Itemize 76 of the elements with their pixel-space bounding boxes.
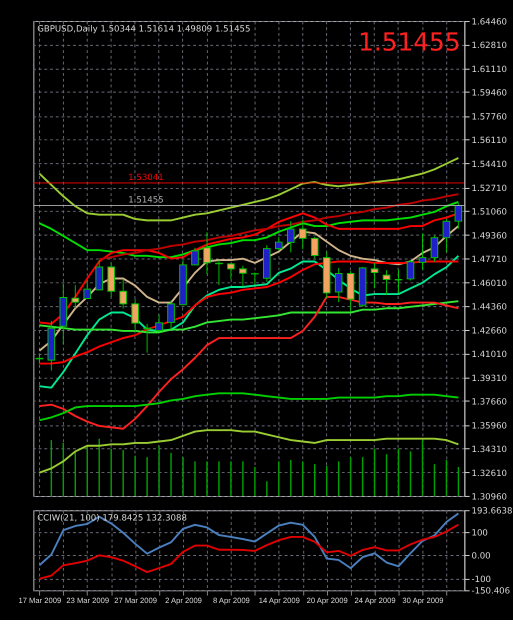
candlestick [430,235,438,262]
candlestick [418,233,426,270]
line-series [38,254,460,389]
x-tick-label: 30 Apr 2009 [402,596,444,606]
line-series [38,300,460,334]
y-tick-label: 193.6638 [472,506,512,517]
y-tick-label: 1.61110 [472,64,508,75]
y-tick-label: 1.56110 [472,136,508,146]
x-tick-label: 2 Apr 2009 [165,596,202,606]
y-tick-label: 1.52710 [472,184,508,194]
y-tick-label: 1.35960 [472,421,508,432]
y-tick-label: 1.30960 [472,492,508,502]
y-tick-label: 1.37660 [472,397,508,408]
annotation: 1.51455 [358,28,461,57]
candlestick [382,270,390,296]
x-tick-label: 14 Apr 2009 [258,596,300,606]
candlestick [131,298,139,332]
candlestick [155,314,163,333]
y-tick-label: 100 [472,528,488,538]
candlestick [274,236,283,252]
x-tick-label: 17 Mar 2009 [18,596,62,606]
candlestick [286,220,295,253]
candlestick [394,269,402,294]
candlestick [298,219,307,250]
y-tick-label: 1.44360 [472,302,508,312]
candlestick [239,265,247,288]
y-tick-label: 1.47710 [472,254,508,265]
chart-title: GBPUSD,Daily 1.50344 1.51614 1.49809 1.51455 [37,24,250,35]
y-tick-label: 1.39310 [472,374,508,384]
candlestick [167,300,175,330]
y-tick-label: -100 [472,574,491,585]
line-series [98,193,460,260]
candlestick [454,202,462,230]
x-tick-label: 24 Apr 2009 [354,596,396,606]
line-series [38,524,460,580]
ref-line-label: 1.51455 [128,196,164,206]
y-tick-label: 1.64460 [472,17,508,28]
x-tick-label: 27 Mar 2009 [114,596,157,606]
y-tick-label: 0.00 [472,552,491,562]
candlestick [442,218,450,253]
y-tick-label: 1.46010 [472,278,508,289]
x-tick-label: 23 Mar 2009 [66,596,110,606]
y-tick-label: 1.32610 [472,468,508,479]
candlestick [36,353,44,364]
x-tick-label: 8 Apr 2009 [212,596,250,606]
x-tick-label: 20 Apr 2009 [306,596,348,606]
candlestick [334,267,342,303]
line-series [38,296,460,430]
y-tick-label: 1.42660 [472,326,508,336]
y-tick-label: 1.54410 [472,160,508,170]
y-tick-label: 1.49360 [472,231,508,242]
candlestick [95,260,104,290]
candlestick [191,247,199,266]
y-tick-label: 1.41010 [472,350,508,360]
line-series [38,392,460,422]
y-tick-label: 1.59460 [472,88,508,98]
line-series [38,429,460,474]
candlestick [406,260,414,281]
candlestick [251,272,259,285]
candlestick [119,278,127,310]
line-series [38,157,460,222]
candlestick [83,280,92,299]
candlestick [310,236,319,259]
candlestick [143,323,151,354]
candlestick [227,262,235,280]
y-tick-label: 1.51060 [472,207,508,218]
candlestick [370,262,378,289]
y-tick-label: -150.406 [472,586,510,597]
candlestick [215,260,223,286]
y-tick-label: 1.34310 [472,444,508,455]
line-series [38,512,460,570]
ref-line-label: 1.53041 [128,173,164,184]
y-tick-label: 1.57760 [472,112,508,122]
y-tick-label: 1.62810 [472,40,508,51]
candlestick [203,232,211,275]
candlestick [71,284,80,310]
